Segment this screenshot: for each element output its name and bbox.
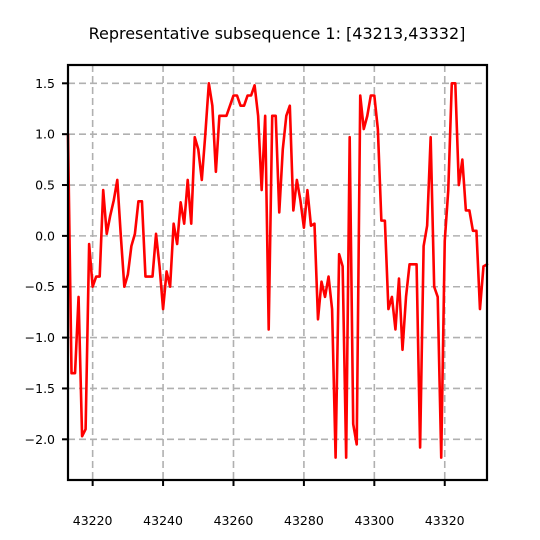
y-tick-label: −1.0 — [25, 330, 55, 345]
y-tick-label: 0.0 — [35, 228, 55, 243]
x-tick-label: 43220 — [73, 513, 113, 528]
x-tick-label: 43240 — [143, 513, 183, 528]
y-tick-label: −1.5 — [25, 381, 55, 396]
x-tick-label: 43280 — [284, 513, 324, 528]
y-tick-label: −0.5 — [25, 279, 55, 294]
y-tick-label: 0.5 — [35, 178, 55, 193]
series-group — [66, 82, 489, 459]
x-tick-label: 43320 — [425, 513, 465, 528]
y-tick-label: 1.5 — [35, 76, 55, 91]
x-axis: 43220 43240 43260 43280 43300 43320 — [73, 480, 465, 528]
y-axis: 1.5 1.0 0.5 0.0 −0.5 −1.0 −1.5 −2.0 — [25, 76, 68, 447]
y-tick-label: 1.0 — [35, 127, 55, 142]
y-tick-label: −2.0 — [25, 432, 55, 447]
chart-title: Representative subsequence 1: [43213,433… — [89, 24, 466, 43]
x-tick-label: 43260 — [214, 513, 254, 528]
x-tick-label: 43300 — [354, 513, 394, 528]
series-line-1 — [66, 82, 489, 459]
plot-frame — [66, 63, 489, 482]
